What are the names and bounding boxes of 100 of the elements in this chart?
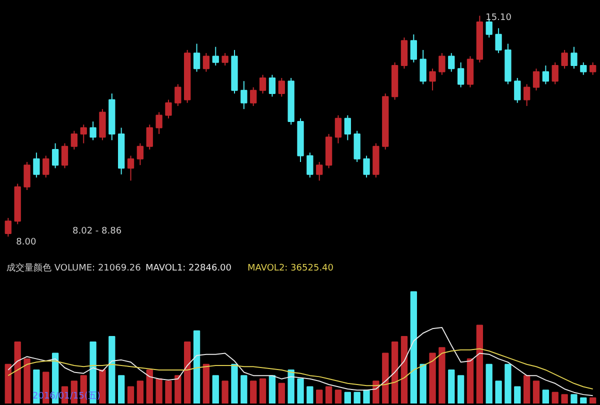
candlestick <box>514 77 521 104</box>
bar <box>136 380 144 404</box>
candlestick <box>268 74 276 98</box>
bar <box>334 390 342 404</box>
candlestick <box>33 152 40 178</box>
bar <box>542 390 550 404</box>
candlestick <box>127 155 134 182</box>
candlestick <box>532 68 540 91</box>
candlestick <box>278 77 285 98</box>
candlestick <box>259 74 266 94</box>
bar <box>504 364 512 404</box>
bar <box>466 358 474 404</box>
bar <box>457 375 464 404</box>
bar <box>552 392 558 404</box>
candlestick <box>136 142 144 166</box>
bar <box>4 364 12 404</box>
bar <box>486 364 492 404</box>
bar <box>240 375 248 404</box>
bar <box>524 375 530 404</box>
bar <box>90 342 96 404</box>
bar <box>184 342 191 404</box>
bar <box>24 358 30 404</box>
candlestick <box>410 34 417 63</box>
bar <box>354 392 360 404</box>
candlestick <box>193 43 200 72</box>
bar <box>288 369 294 404</box>
candlestick <box>542 65 550 85</box>
chart-title: 成交量颜色 VOLUME: 21069.26 <box>6 262 142 274</box>
candlestick <box>61 142 68 169</box>
bar <box>561 394 568 404</box>
candlestick <box>344 114 351 141</box>
candlestick <box>202 52 210 72</box>
bar <box>297 378 304 404</box>
bar <box>438 347 446 404</box>
bar <box>222 380 228 404</box>
candlestick <box>306 152 314 178</box>
candlestick <box>90 121 96 141</box>
bar <box>382 352 389 404</box>
bar <box>306 386 314 404</box>
bar <box>344 392 351 404</box>
bar <box>193 330 200 404</box>
candlestick <box>70 130 78 150</box>
bar <box>14 342 21 404</box>
bar <box>590 397 596 404</box>
candlestick <box>420 49 426 85</box>
bar <box>127 386 134 404</box>
annotation: 15.10 <box>486 12 512 23</box>
bar <box>259 378 266 404</box>
bar <box>212 375 219 404</box>
candlestick <box>524 84 530 106</box>
candlestick <box>165 99 172 119</box>
candlestick <box>4 217 12 238</box>
bar <box>429 352 436 404</box>
candlestick <box>250 86 257 106</box>
candlestick <box>457 62 464 88</box>
candlestick <box>334 114 342 144</box>
candlestick <box>561 49 568 70</box>
candlestick <box>212 46 219 66</box>
bar <box>174 375 182 404</box>
bar <box>420 364 426 404</box>
bar <box>400 336 408 404</box>
candlestick <box>495 28 502 54</box>
bar <box>118 375 125 404</box>
bar <box>495 380 502 404</box>
text: MAVOL1: 22846.00 <box>146 264 232 274</box>
candlestick <box>156 112 162 134</box>
bar <box>156 378 162 404</box>
bar <box>250 380 257 404</box>
candlestick <box>363 155 370 178</box>
bar <box>580 397 587 404</box>
bar <box>363 390 370 404</box>
bar <box>391 342 398 404</box>
candlestick <box>80 124 87 144</box>
candlestick <box>316 161 323 182</box>
candlestick <box>590 62 596 76</box>
bar <box>448 369 455 404</box>
bar <box>316 390 323 404</box>
bar <box>570 394 578 404</box>
bar <box>231 364 238 404</box>
annotation: 8.02 - 8.86 <box>72 226 122 236</box>
candlestick <box>438 52 446 76</box>
bar <box>99 369 106 404</box>
candlestick <box>174 84 182 106</box>
candlestick <box>448 52 455 72</box>
candlestick <box>429 68 436 91</box>
bar <box>476 324 484 404</box>
candlestick <box>52 142 59 169</box>
bar <box>165 380 172 404</box>
candlestick <box>222 52 228 66</box>
bar <box>268 375 276 404</box>
candlestick <box>570 46 578 70</box>
bar <box>202 364 210 404</box>
bar <box>532 380 540 404</box>
text: 8.00 <box>16 238 36 248</box>
candlestick <box>146 124 153 150</box>
candlestick <box>24 161 30 190</box>
bar <box>146 369 153 404</box>
candlestick <box>552 62 558 85</box>
bar <box>514 386 521 404</box>
bar <box>325 386 332 404</box>
